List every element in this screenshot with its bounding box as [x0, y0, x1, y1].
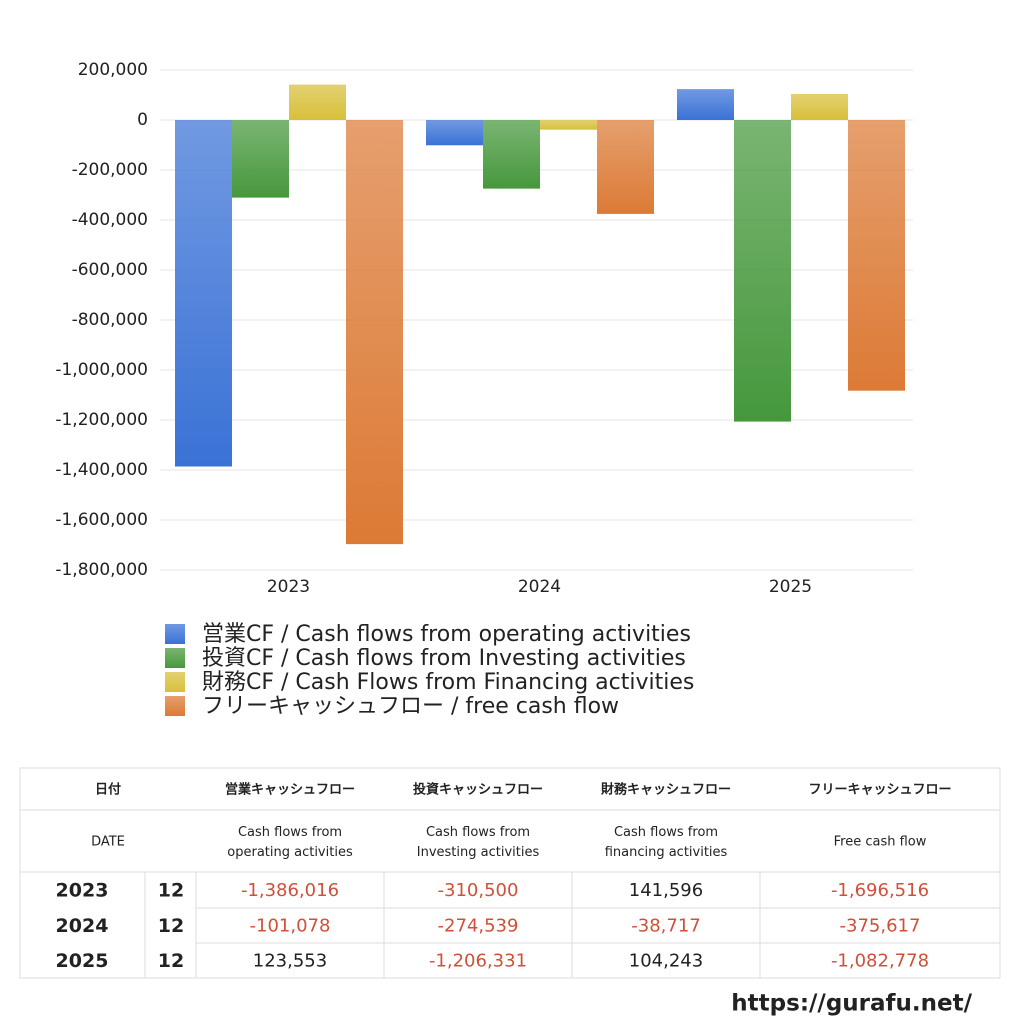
- table-cell: 141,596: [629, 880, 703, 901]
- table-cell: -1,386,016: [241, 880, 339, 901]
- y-tick-label: 200,000: [78, 60, 148, 80]
- table-header: フリーキャッシュフロー: [808, 783, 951, 798]
- table-cell: 104,243: [629, 951, 703, 972]
- legend-swatch: [165, 696, 185, 716]
- x-tick-label: 2024: [518, 577, 561, 597]
- table-cell: -1,696,516: [831, 880, 929, 901]
- y-tick-label: -600,000: [72, 260, 148, 280]
- bar: [791, 93, 848, 120]
- bar: [677, 89, 734, 120]
- bar: [848, 120, 905, 391]
- table-subheader: Cash flows from financing activities: [605, 825, 728, 860]
- table-cell: 12: [158, 880, 184, 902]
- bar: [597, 120, 654, 214]
- table-subheader: Cash flows from operating activities: [227, 825, 353, 860]
- y-tick-label: 0: [137, 110, 148, 130]
- legend-swatch: [165, 672, 185, 692]
- table-cell: 123,553: [253, 951, 327, 972]
- bar: [175, 120, 232, 467]
- legend-label: フリーキャッシュフロー / free cash flow: [202, 694, 619, 719]
- y-tick-label: -400,000: [72, 210, 148, 230]
- bar: [232, 120, 289, 198]
- x-tick-label: 2023: [267, 577, 310, 597]
- table-frame: [19, 767, 1001, 979]
- legend-swatch: [165, 624, 185, 644]
- y-tick-label: -800,000: [72, 310, 148, 330]
- bar: [734, 120, 791, 422]
- bar: [540, 120, 597, 130]
- y-tick-label: -1,200,000: [55, 410, 148, 430]
- bar: [289, 84, 346, 120]
- table-cell: 12: [158, 950, 184, 972]
- table-subheader: Cash flows from Investing activities: [417, 825, 540, 860]
- y-tick-label: -200,000: [72, 160, 148, 180]
- table-header: 営業キャッシュフロー: [225, 782, 355, 798]
- footer: https://gurafu.net/: [731, 991, 972, 1017]
- legend-label: 営業CF / Cash flows from operating activit…: [202, 622, 691, 647]
- legend-label: 財務CF / Cash Flows from Financing activit…: [202, 670, 694, 695]
- table-cell: -274,539: [438, 916, 519, 937]
- table-cell: 2024: [56, 915, 109, 937]
- table-cell: -310,500: [438, 880, 519, 901]
- table-cell: -375,617: [840, 916, 921, 937]
- table-cell: 12: [158, 915, 184, 937]
- table-cell: -1,206,331: [429, 951, 527, 972]
- bar: [483, 120, 540, 189]
- table-cell: 2023: [56, 880, 109, 902]
- table-header: 投資キャッシュフロー: [413, 782, 543, 798]
- table-subheader: DATE: [91, 835, 125, 850]
- x-tick-label: 2025: [769, 577, 812, 597]
- legend-label: 投資CF / Cash flows from Investing activit…: [202, 646, 686, 671]
- bar: [346, 120, 403, 545]
- table-subheader: Free cash flow: [834, 835, 927, 850]
- bar: [426, 120, 483, 146]
- y-tick-label: -1,600,000: [55, 510, 148, 530]
- y-tick-label: -1,000,000: [55, 360, 148, 380]
- table-cell: 2025: [56, 950, 109, 972]
- table-cell: -1,082,778: [831, 951, 929, 972]
- table-header: 日付: [95, 782, 121, 798]
- y-tick-label: -1,800,000: [55, 560, 148, 580]
- table-header: 財務キャッシュフロー: [600, 782, 731, 798]
- y-tick-label: -1,400,000: [55, 460, 148, 480]
- table-cell: -38,717: [631, 916, 700, 937]
- table-cell: -101,078: [250, 916, 331, 937]
- legend-swatch: [165, 648, 185, 668]
